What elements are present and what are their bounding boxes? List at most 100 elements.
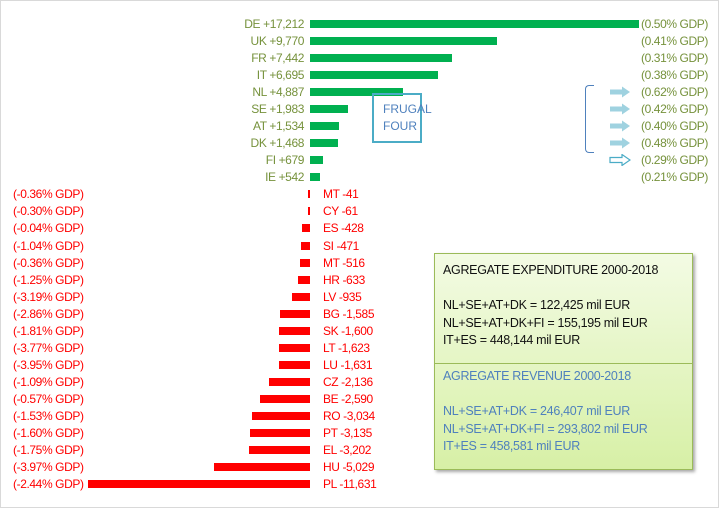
gdp-label: (-1.09% GDP) (13, 374, 84, 389)
gdp-label: (0.29% GDP) (641, 153, 708, 168)
revenue-line: IT+ES = 458,581 mil EUR (443, 439, 580, 453)
expenditure-title: AGREGATE EXPENDITURE 2000-2018 (443, 263, 659, 277)
country-label: MT -41 (323, 187, 359, 202)
arrow-right-icon (609, 137, 631, 149)
country-label: CY -61 (323, 204, 358, 219)
bar (310, 37, 497, 46)
bar (260, 394, 310, 403)
bar (278, 343, 310, 352)
country-label: RO -3,034 (323, 408, 375, 423)
gdp-label: (-1.81% GDP) (13, 323, 84, 338)
gdp-label: (-2.86% GDP) (13, 306, 84, 321)
bar (252, 411, 310, 420)
country-label: LT -1,623 (323, 340, 370, 355)
country-label: ES -428 (323, 221, 364, 236)
bar (308, 207, 310, 216)
gdp-label: (0.42% GDP) (641, 102, 708, 117)
bar (310, 54, 453, 63)
bar (87, 480, 310, 489)
gdp-label: (0.48% GDP) (641, 136, 708, 151)
gdp-label: (-0.04% GDP) (13, 221, 84, 236)
revenue-section: AGREGATE REVENUE 2000-2018 NL+SE+AT+DK =… (443, 368, 648, 456)
gdp-label: (0.31% GDP) (641, 51, 708, 66)
frugal-four-box: FRUGAL FOUR (372, 93, 432, 143)
gdp-label: (-1.60% GDP) (13, 425, 84, 440)
frugal-line1: FRUGAL (383, 102, 432, 116)
country-label: LU -1,631 (323, 357, 373, 372)
gdp-label: (-0.36% GDP) (13, 187, 84, 202)
gdp-label: (-3.97% GDP) (13, 460, 84, 475)
country-label: IE +542 (265, 170, 304, 185)
bar (310, 122, 340, 131)
expenditure-line: IT+ES = 448,144 mil EUR (443, 333, 580, 347)
country-label: DE +17,212 (244, 17, 304, 31)
country-label: PL -11,631 (323, 477, 377, 492)
gdp-label: (-3.77% GDP) (13, 340, 84, 355)
bar (278, 360, 310, 369)
revenue-line: NL+SE+AT+DK = 246,407 mil EUR (443, 404, 630, 418)
expenditure-section: AGREGATE EXPENDITURE 2000-2018 NL+SE+AT+… (443, 262, 658, 350)
gdp-label: (0.50% GDP) (641, 17, 708, 31)
gdp-label: (-1.04% GDP) (13, 238, 84, 253)
revenue-line: NL+SE+AT+DK+FI = 293,802 mil EUR (443, 421, 648, 436)
country-label: PT -3,135 (323, 425, 372, 440)
gdp-label: (-1.53% GDP) (13, 408, 84, 423)
country-label: FI +679 (265, 153, 305, 168)
bar (248, 446, 310, 454)
gdp-label: (0.38% GDP) (641, 68, 708, 83)
country-label: IT +6,695 (256, 68, 305, 83)
arrow-right-icon (609, 86, 631, 98)
gdp-label: (0.62% GDP) (641, 85, 708, 100)
bar (310, 139, 339, 148)
country-label: DK +1,468 (250, 136, 305, 151)
expenditure-line: NL+SE+AT+DK+FI = 155,195 mil EUR (443, 315, 648, 330)
country-label: BG -1,585 (323, 306, 375, 321)
bar (250, 428, 310, 437)
country-label: EL -3,202 (323, 443, 371, 457)
country-label: MT -516 (323, 255, 365, 270)
bar (297, 275, 310, 284)
bar (301, 224, 310, 233)
country-label: HU -5,029 (323, 460, 375, 475)
gdp-label: (-0.36% GDP) (13, 255, 84, 270)
bar (300, 241, 310, 250)
bar (310, 71, 438, 80)
gdp-label: (-3.95% GDP) (13, 357, 84, 372)
gdp-label: (-0.30% GDP) (13, 204, 84, 219)
bar (310, 156, 323, 165)
expenditure-line: NL+SE+AT+DK = 122,425 mil EUR (443, 298, 630, 312)
gdp-label: (0.21% GDP) (641, 170, 708, 185)
revenue-title: AGREGATE REVENUE 2000-2018 (443, 369, 631, 383)
bar (310, 88, 404, 97)
bar (279, 326, 310, 335)
country-label: UK +9,770 (250, 34, 305, 49)
frugal-line2: FOUR (383, 119, 417, 133)
gdp-label: (-1.75% GDP) (13, 443, 84, 457)
bar (292, 292, 310, 301)
divider (435, 363, 692, 364)
bar (213, 463, 310, 472)
bar (310, 20, 639, 28)
country-label: SE +1,983 (251, 102, 304, 117)
bar (269, 377, 310, 386)
country-label: AT +1,534 (253, 119, 304, 134)
bar (300, 258, 310, 267)
gdp-label: (-0.57% GDP) (13, 391, 84, 406)
bar (310, 105, 348, 114)
arrow-right-icon (609, 120, 631, 132)
country-label: NL +4,887 (252, 85, 304, 100)
bracket-icon (585, 85, 594, 153)
country-label: LV -935 (323, 289, 362, 304)
aggregate-box: AGREGATE EXPENDITURE 2000-2018 NL+SE+AT+… (434, 253, 693, 470)
bar (279, 309, 310, 318)
bar (308, 190, 310, 199)
arrow-right-icon (609, 153, 632, 167)
gdp-label: (0.41% GDP) (641, 34, 708, 49)
country-label: FR +7,442 (251, 51, 304, 66)
gdp-label: (-1.25% GDP) (13, 272, 84, 287)
arrow-right-icon (609, 103, 631, 115)
bar (310, 173, 321, 182)
country-label: HR -633 (323, 272, 365, 287)
country-label: BE -2,590 (323, 391, 373, 406)
